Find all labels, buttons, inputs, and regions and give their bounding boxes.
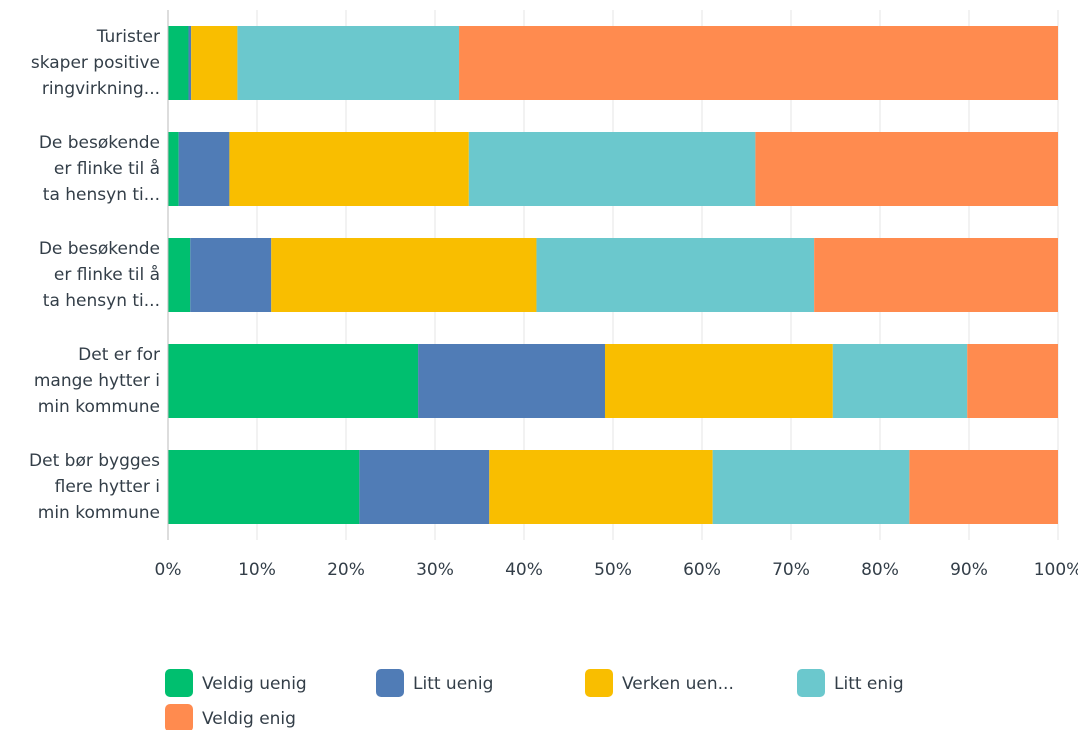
x-tick-label: 50%	[594, 560, 632, 580]
bar-segment	[359, 450, 490, 524]
bar-segment	[832, 344, 968, 418]
x-tick-label: 40%	[505, 560, 543, 580]
y-tick-label: min kommune	[38, 397, 160, 417]
bar-segment	[536, 238, 815, 312]
bar-segment	[168, 26, 189, 100]
bar-segment	[489, 450, 713, 524]
y-tick-label: Det er for	[78, 345, 160, 365]
bar-segment	[604, 344, 833, 418]
bar-segment	[967, 344, 1058, 418]
y-tick-label: skaper positive	[31, 53, 160, 73]
bar-segment	[755, 132, 1058, 206]
legend-swatch	[376, 669, 404, 697]
y-tick-label: De besøkende	[39, 133, 160, 153]
legend-label: Verken uen...	[622, 674, 734, 694]
y-tick-label: er flinke til å	[54, 264, 160, 285]
bar-segment	[814, 238, 1058, 312]
x-tick-label: 10%	[238, 560, 276, 580]
bar-segment	[191, 26, 238, 100]
legend-label: Litt uenig	[413, 674, 493, 694]
x-tick-label: 30%	[416, 560, 454, 580]
y-tick-label: Turister	[96, 27, 160, 47]
legend-label: Veldig uenig	[202, 674, 307, 694]
x-tick-label: 0%	[155, 560, 182, 580]
y-tick-label: er flinke til å	[54, 158, 160, 179]
x-tick-label: 90%	[950, 560, 988, 580]
y-tick-label: min kommune	[38, 503, 160, 523]
bar-segment	[712, 450, 910, 524]
y-tick-label: ta hensyn ti...	[43, 185, 160, 205]
y-tick-label: flere hytter i	[55, 477, 160, 497]
x-tick-label: 100%	[1034, 560, 1078, 580]
y-tick-label: Det bør bygges	[29, 451, 160, 471]
bar-segment	[229, 132, 469, 206]
bar-segment	[168, 450, 360, 524]
bar-segment	[178, 132, 230, 206]
bar-segment	[190, 238, 272, 312]
legend-swatch	[797, 669, 825, 697]
legend-label: Veldig enig	[202, 709, 296, 729]
legend-swatch	[585, 669, 613, 697]
bar-segment	[459, 26, 1058, 100]
bar-segment	[188, 26, 192, 100]
x-tick-label: 80%	[861, 560, 899, 580]
y-tick-label: mange hytter i	[34, 371, 160, 391]
bar-segment	[909, 450, 1058, 524]
x-tick-label: 70%	[772, 560, 810, 580]
bar-segment	[418, 344, 605, 418]
x-tick-label: 20%	[327, 560, 365, 580]
bar-segment	[271, 238, 537, 312]
legend-swatch	[165, 704, 193, 730]
legend-label: Litt enig	[834, 674, 904, 694]
y-tick-label: ringvirkning...	[42, 79, 160, 99]
x-tick-label: 60%	[683, 560, 721, 580]
bar-segment	[168, 132, 179, 206]
y-tick-label: ta hensyn ti...	[43, 291, 160, 311]
legend-swatch	[165, 669, 193, 697]
bar-segment	[168, 238, 191, 312]
y-tick-label: De besøkende	[39, 239, 160, 259]
bar-segment	[237, 26, 460, 100]
bar-segment	[168, 344, 419, 418]
bar-segment	[468, 132, 756, 206]
